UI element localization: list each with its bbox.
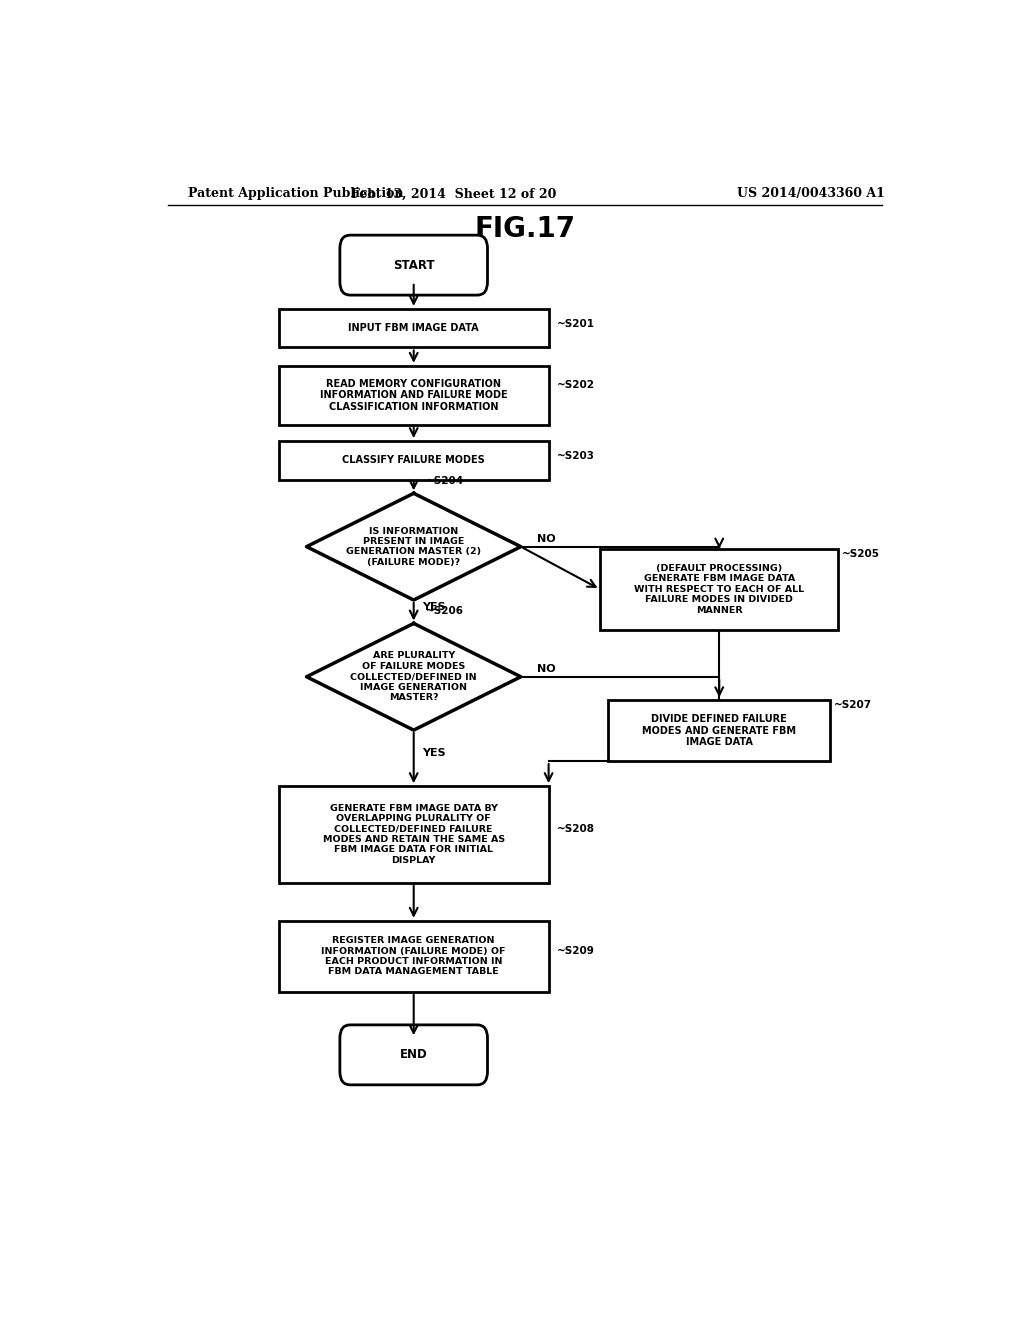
Text: INPUT FBM IMAGE DATA: INPUT FBM IMAGE DATA	[348, 323, 479, 333]
Text: ~S209: ~S209	[557, 946, 594, 956]
Text: GENERATE FBM IMAGE DATA BY
OVERLAPPING PLURALITY OF
COLLECTED/DEFINED FAILURE
MO: GENERATE FBM IMAGE DATA BY OVERLAPPING P…	[323, 804, 505, 865]
FancyBboxPatch shape	[340, 235, 487, 296]
Text: ARE PLURALITY
OF FAILURE MODES
COLLECTED/DEFINED IN
IMAGE GENERATION
MASTER?: ARE PLURALITY OF FAILURE MODES COLLECTED…	[350, 652, 477, 702]
Text: DIVIDE DEFINED FAILURE
MODES AND GENERATE FBM
IMAGE DATA: DIVIDE DEFINED FAILURE MODES AND GENERAT…	[642, 714, 797, 747]
Polygon shape	[306, 623, 521, 730]
Polygon shape	[306, 494, 521, 601]
Text: ~S206: ~S206	[426, 606, 464, 616]
Text: US 2014/0043360 A1: US 2014/0043360 A1	[736, 187, 885, 201]
Text: READ MEMORY CONFIGURATION
INFORMATION AND FAILURE MODE
CLASSIFICATION INFORMATIO: READ MEMORY CONFIGURATION INFORMATION AN…	[319, 379, 508, 412]
Text: ~S205: ~S205	[842, 549, 881, 558]
Text: IS INFORMATION
PRESENT IN IMAGE
GENERATION MASTER (2)
(FAILURE MODE)?: IS INFORMATION PRESENT IN IMAGE GENERATI…	[346, 527, 481, 566]
Text: YES: YES	[422, 602, 445, 611]
FancyBboxPatch shape	[279, 366, 549, 425]
Text: YES: YES	[422, 748, 445, 758]
Text: (DEFAULT PROCESSING)
GENERATE FBM IMAGE DATA
WITH RESPECT TO EACH OF ALL
FAILURE: (DEFAULT PROCESSING) GENERATE FBM IMAGE …	[634, 564, 804, 615]
Text: ~S208: ~S208	[557, 824, 595, 834]
Text: NO: NO	[537, 533, 555, 544]
Text: ~S202: ~S202	[557, 380, 595, 389]
Text: Patent Application Publication: Patent Application Publication	[187, 187, 403, 201]
Text: FIG.17: FIG.17	[474, 215, 575, 243]
FancyBboxPatch shape	[279, 441, 549, 479]
FancyBboxPatch shape	[279, 785, 549, 883]
FancyBboxPatch shape	[279, 309, 549, 347]
Text: END: END	[399, 1048, 428, 1061]
FancyBboxPatch shape	[279, 921, 549, 991]
Text: ~S203: ~S203	[557, 451, 595, 461]
FancyBboxPatch shape	[600, 549, 839, 630]
Text: START: START	[393, 259, 434, 272]
Text: NO: NO	[537, 664, 555, 673]
FancyBboxPatch shape	[340, 1024, 487, 1085]
FancyBboxPatch shape	[608, 700, 830, 762]
Text: ~S201: ~S201	[557, 319, 595, 329]
Text: REGISTER IMAGE GENERATION
INFORMATION (FAILURE MODE) OF
EACH PRODUCT INFORMATION: REGISTER IMAGE GENERATION INFORMATION (F…	[322, 936, 506, 977]
Text: ~S204: ~S204	[426, 477, 464, 486]
Text: Feb. 13, 2014  Sheet 12 of 20: Feb. 13, 2014 Sheet 12 of 20	[350, 187, 556, 201]
Text: ~S207: ~S207	[835, 700, 872, 710]
Text: CLASSIFY FAILURE MODES: CLASSIFY FAILURE MODES	[342, 455, 485, 465]
